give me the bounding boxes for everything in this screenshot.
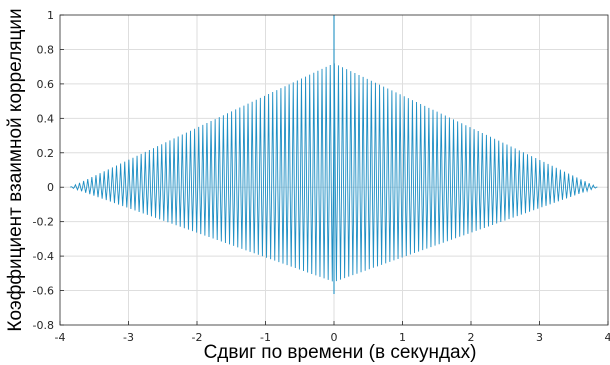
x-tick-labels: -4 -3 -2 -1 0 1 2 3 4 [55, 321, 610, 344]
y-tick-label: 0.6 [37, 78, 55, 91]
x-tick-label: 0 [331, 331, 338, 344]
y-tick-labels: -0.8 -0.6 -0.4 -0.2 0 0.2 0.4 0.6 0.8 1 [33, 9, 64, 332]
y-tick-label: -0.8 [33, 319, 54, 332]
y-tick-label: 0.4 [37, 112, 55, 125]
y-axis-label: Коэффициент взаимной корреляции [5, 8, 26, 331]
x-tick-label: 3 [536, 331, 543, 344]
x-tick-label: 1 [399, 331, 406, 344]
y-tick-label: 0.2 [37, 147, 55, 160]
y-tick-label: 1 [47, 9, 54, 22]
y-tick-label: 0 [47, 181, 54, 194]
y-tick-label: -0.4 [33, 250, 54, 263]
y-tick-label: -0.6 [33, 285, 54, 298]
y-tick-label: 0.8 [37, 43, 55, 56]
x-axis-label: Сдвиг по времени (в секундах) [204, 342, 477, 363]
x-tick-label: -2 [192, 331, 203, 344]
x-tick-label: 2 [468, 331, 475, 344]
x-tick-label: 4 [605, 331, 610, 344]
x-tick-label: -4 [55, 331, 66, 344]
x-tick-label: -3 [123, 331, 134, 344]
signal-trace [70, 15, 598, 294]
y-tick-label: -0.2 [33, 216, 54, 229]
x-tick-label: -1 [260, 331, 271, 344]
